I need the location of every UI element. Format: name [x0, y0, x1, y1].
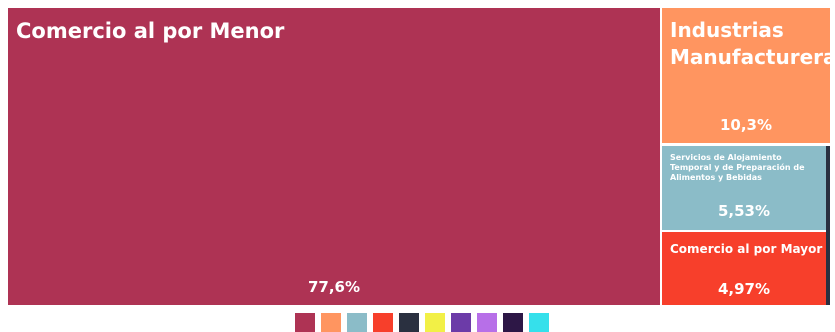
legend-swatch-3[interactable]	[347, 313, 367, 332]
tile-comercio-al-por-menor[interactable]	[8, 8, 660, 305]
legend-swatch-10[interactable]	[529, 313, 549, 332]
tile-name-comercio-al-por-mayor: Comercio al por Mayor	[670, 242, 822, 256]
legend-swatch-1[interactable]	[295, 313, 315, 332]
tile-value-comercio-al-por-menor: 77,6%	[308, 278, 360, 296]
tile-value-industrias-manufactureras: 10,3%	[720, 116, 772, 134]
tile-name-comercio-al-por-menor: Comercio al por Menor	[16, 19, 285, 43]
legend-swatch-5[interactable]	[399, 313, 419, 332]
tile-name-servicios-line-3: Alimentos y Bebidas	[670, 173, 762, 182]
tile-name-servicios-line-1: Servicios de Alojamiento	[670, 153, 782, 162]
legend-swatch-9[interactable]	[503, 313, 523, 332]
tile-dark-segment[interactable]	[826, 146, 830, 305]
legend-swatch-6[interactable]	[425, 313, 445, 332]
legend-swatch-4[interactable]	[373, 313, 393, 332]
tile-servicios-alojamiento[interactable]	[662, 146, 826, 230]
tile-name-servicios-line-2: Temporal y de Preparación de	[670, 162, 805, 172]
tile-name-industrias-line-1: Industrias	[670, 18, 784, 42]
tile-labels: Comercio al por Menor 77,6% Industrias M…	[16, 18, 835, 298]
tile-value-servicios-alojamiento: 5,53%	[718, 202, 770, 220]
tile-value-comercio-al-por-mayor: 4,97%	[718, 280, 770, 298]
treemap-tiles	[8, 8, 830, 305]
tile-comercio-al-por-mayor[interactable]	[662, 232, 826, 305]
legend-swatch-7[interactable]	[451, 313, 471, 332]
legend	[295, 313, 549, 332]
tile-name-servicios-alojamiento: Servicios de Alojamiento Temporal y de P…	[670, 153, 807, 182]
tile-name-industrias-manufactureras: Industrias Manufactureras	[670, 18, 835, 69]
tile-name-industrias-line-2: Manufactureras	[670, 45, 835, 69]
legend-swatch-2[interactable]	[321, 313, 341, 332]
tile-industrias-manufactureras[interactable]	[662, 8, 830, 143]
legend-swatch-8[interactable]	[477, 313, 497, 332]
